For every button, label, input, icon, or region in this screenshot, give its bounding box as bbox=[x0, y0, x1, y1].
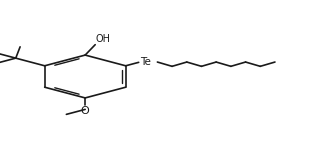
Text: OH: OH bbox=[96, 34, 111, 44]
Text: O: O bbox=[81, 106, 90, 116]
Text: Te: Te bbox=[140, 57, 151, 67]
